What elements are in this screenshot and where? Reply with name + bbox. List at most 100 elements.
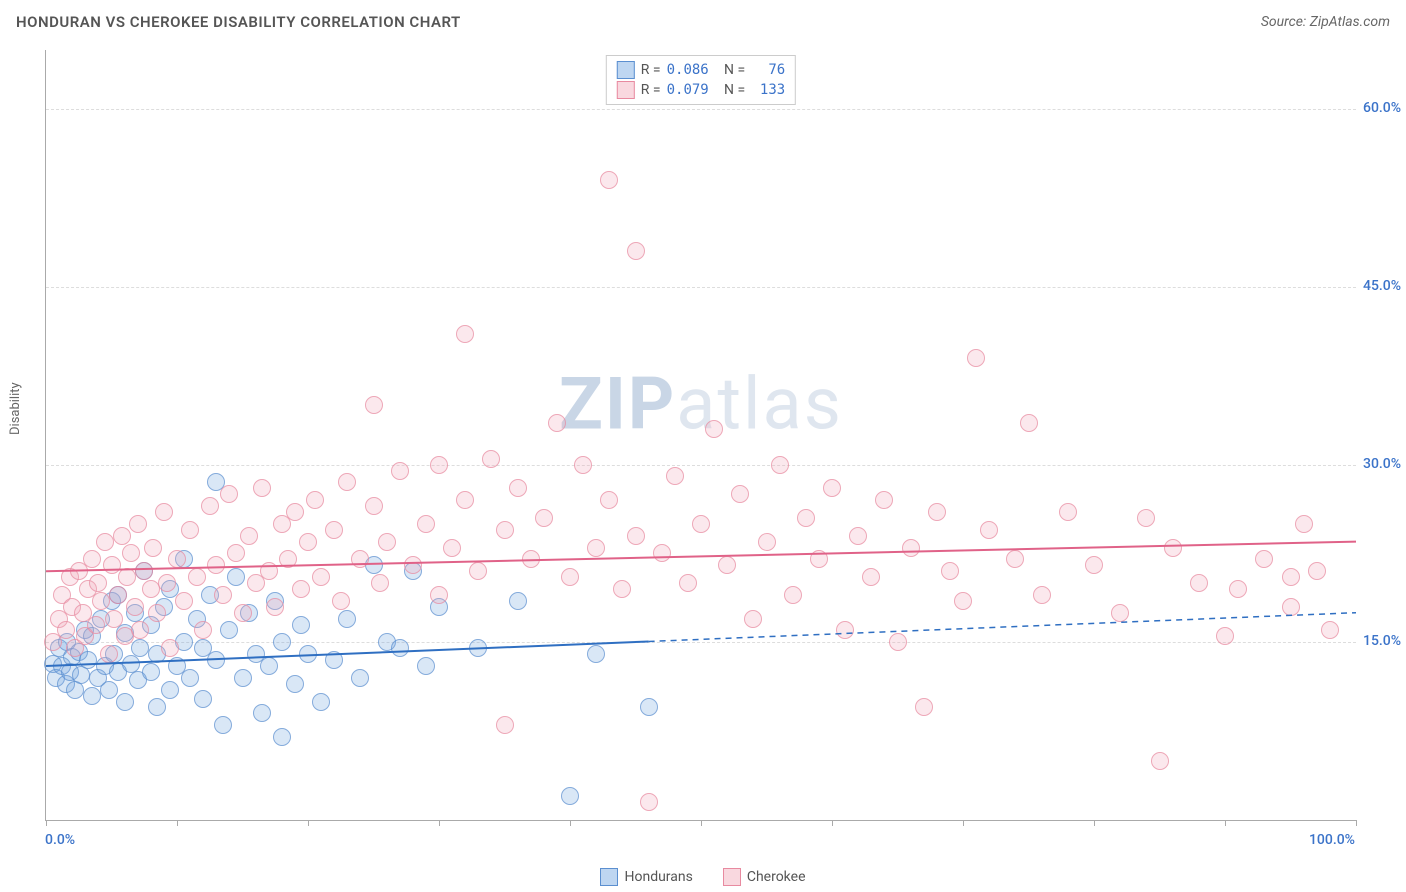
marker-cherokee: [1282, 568, 1300, 586]
marker-cherokee: [1229, 580, 1247, 598]
marker-hondurans: [286, 675, 304, 693]
marker-hondurans: [292, 616, 310, 634]
marker-hondurans: [338, 610, 356, 628]
marker-cherokee: [967, 349, 985, 367]
marker-cherokee: [201, 497, 219, 515]
x-tick: [46, 820, 47, 826]
legend-stat-row: R =0.086 N =76: [617, 60, 785, 80]
marker-cherokee: [105, 610, 123, 628]
marker-cherokee: [96, 533, 114, 551]
legend-swatch: [723, 868, 741, 886]
marker-cherokee: [365, 497, 383, 515]
legend-swatch: [617, 61, 635, 79]
marker-cherokee: [587, 539, 605, 557]
marker-cherokee: [496, 716, 514, 734]
marker-hondurans: [72, 666, 90, 684]
marker-cherokee: [1085, 556, 1103, 574]
legend-label: Cherokee: [747, 869, 806, 885]
chart-header: HONDURAN VS CHEROKEE DISABILITY CORRELAT…: [0, 0, 1406, 44]
marker-cherokee: [299, 533, 317, 551]
y-axis-label: Disability: [8, 382, 23, 435]
legend-n-value: 133: [751, 82, 785, 98]
legend-label: Hondurans: [624, 869, 692, 885]
legend-item: Hondurans: [600, 868, 692, 886]
legend-r-label: R =: [641, 82, 661, 98]
marker-cherokee: [129, 515, 147, 533]
marker-hondurans: [214, 716, 232, 734]
marker-cherokee: [705, 420, 723, 438]
y-tick-label: 15.0%: [1363, 633, 1401, 649]
marker-cherokee: [279, 550, 297, 568]
marker-cherokee: [378, 533, 396, 551]
marker-cherokee: [823, 479, 841, 497]
legend-stats: R =0.086 N =76R =0.079 N =133: [606, 55, 796, 105]
legend-swatch: [600, 868, 618, 886]
marker-cherokee: [417, 515, 435, 533]
marker-cherokee: [862, 568, 880, 586]
marker-cherokee: [87, 616, 105, 634]
marker-hondurans: [325, 651, 343, 669]
marker-cherokee: [954, 592, 972, 610]
marker-cherokee: [1020, 414, 1038, 432]
marker-cherokee: [292, 580, 310, 598]
marker-cherokee: [253, 479, 271, 497]
marker-cherokee: [118, 568, 136, 586]
legend-series: Hondurans Cherokee: [0, 868, 1406, 886]
marker-hondurans: [83, 687, 101, 705]
legend-swatch: [617, 81, 635, 99]
marker-cherokee: [1059, 503, 1077, 521]
marker-cherokee: [92, 592, 110, 610]
marker-hondurans: [161, 681, 179, 699]
x-tick: [701, 820, 702, 826]
marker-cherokee: [482, 450, 500, 468]
marker-cherokee: [561, 568, 579, 586]
x-tick-label: 100.0%: [1309, 832, 1355, 848]
marker-cherokee: [731, 485, 749, 503]
marker-cherokee: [1033, 586, 1051, 604]
marker-hondurans: [260, 657, 278, 675]
marker-cherokee: [522, 550, 540, 568]
marker-cherokee: [89, 574, 107, 592]
marker-hondurans: [207, 651, 225, 669]
marker-cherokee: [797, 509, 815, 527]
marker-cherokee: [312, 568, 330, 586]
marker-cherokee: [600, 491, 618, 509]
marker-cherokee: [126, 598, 144, 616]
marker-cherokee: [574, 456, 592, 474]
marker-hondurans: [122, 655, 140, 673]
marker-hondurans: [391, 639, 409, 657]
marker-cherokee: [430, 586, 448, 604]
marker-cherokee: [613, 580, 631, 598]
x-tick: [963, 820, 964, 826]
marker-cherokee: [338, 473, 356, 491]
marker-cherokee: [627, 242, 645, 260]
marker-cherokee: [980, 521, 998, 539]
marker-cherokee: [260, 562, 278, 580]
marker-cherokee: [286, 503, 304, 521]
marker-hondurans: [469, 639, 487, 657]
marker-hondurans: [131, 639, 149, 657]
marker-cherokee: [1321, 621, 1339, 639]
marker-cherokee: [679, 574, 697, 592]
marker-cherokee: [220, 485, 238, 503]
y-tick-label: 60.0%: [1363, 100, 1401, 116]
marker-cherokee: [158, 574, 176, 592]
marker-cherokee: [103, 556, 121, 574]
marker-cherokee: [469, 562, 487, 580]
marker-cherokee: [148, 604, 166, 622]
marker-cherokee: [109, 586, 127, 604]
x-tick: [308, 820, 309, 826]
marker-cherokee: [1111, 604, 1129, 622]
marker-hondurans: [234, 669, 252, 687]
marker-hondurans: [220, 621, 238, 639]
y-tick-label: 45.0%: [1363, 278, 1401, 294]
marker-cherokee: [718, 556, 736, 574]
marker-hondurans: [194, 690, 212, 708]
marker-cherokee: [758, 533, 776, 551]
marker-hondurans: [417, 657, 435, 675]
marker-cherokee: [1164, 539, 1182, 557]
x-tick: [1094, 820, 1095, 826]
marker-cherokee: [430, 456, 448, 474]
marker-cherokee: [941, 562, 959, 580]
x-tick: [1225, 820, 1226, 826]
